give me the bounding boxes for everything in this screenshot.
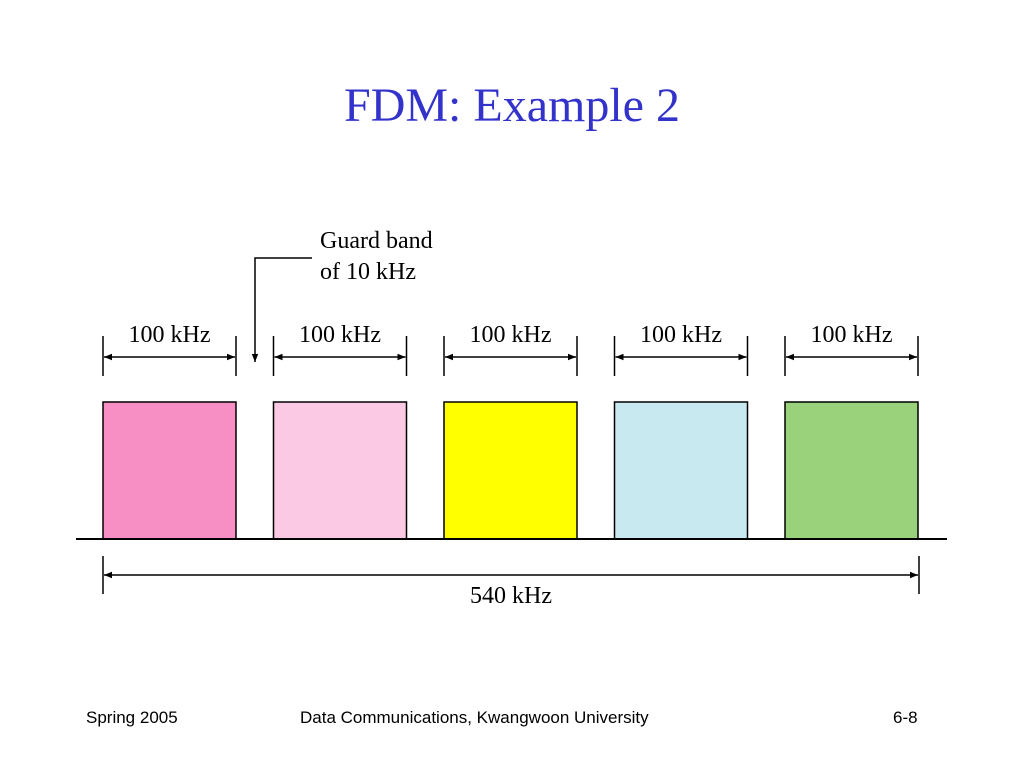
footer-course: Data Communications, Kwangwoon Universit… [300, 708, 649, 727]
channel-dimension-group: 100 kHz 100 kHz 100 kHz 100 kHz 100 kHz [102, 322, 919, 376]
footer-page-number: 6-8 [893, 708, 918, 727]
guard-band-label-value: of 10 kHz [320, 259, 416, 285]
channel-4-width-label: 100 kHz [640, 322, 722, 348]
channel-3-width-label: 100 kHz [470, 322, 552, 348]
channel-block-group [102, 401, 919, 540]
footer-date: Spring 2005 [86, 708, 178, 727]
channel-block-3 [443, 401, 578, 540]
channel-block-5 [784, 401, 919, 540]
channel-2-width-label: 100 kHz [299, 322, 381, 348]
guard-band-label: Guard band [320, 228, 433, 254]
guard-band-pointer [251, 257, 312, 362]
channel-5-width-label: 100 kHz [811, 322, 893, 348]
channel-block-2 [272, 401, 408, 540]
channel-1-width-label: 100 kHz [129, 322, 211, 348]
channel-block-1 [102, 401, 237, 540]
slide-title: FDM: Example 2 [344, 79, 680, 132]
total-bandwidth-label: 540 kHz [470, 583, 552, 609]
channel-block-4 [613, 401, 749, 540]
